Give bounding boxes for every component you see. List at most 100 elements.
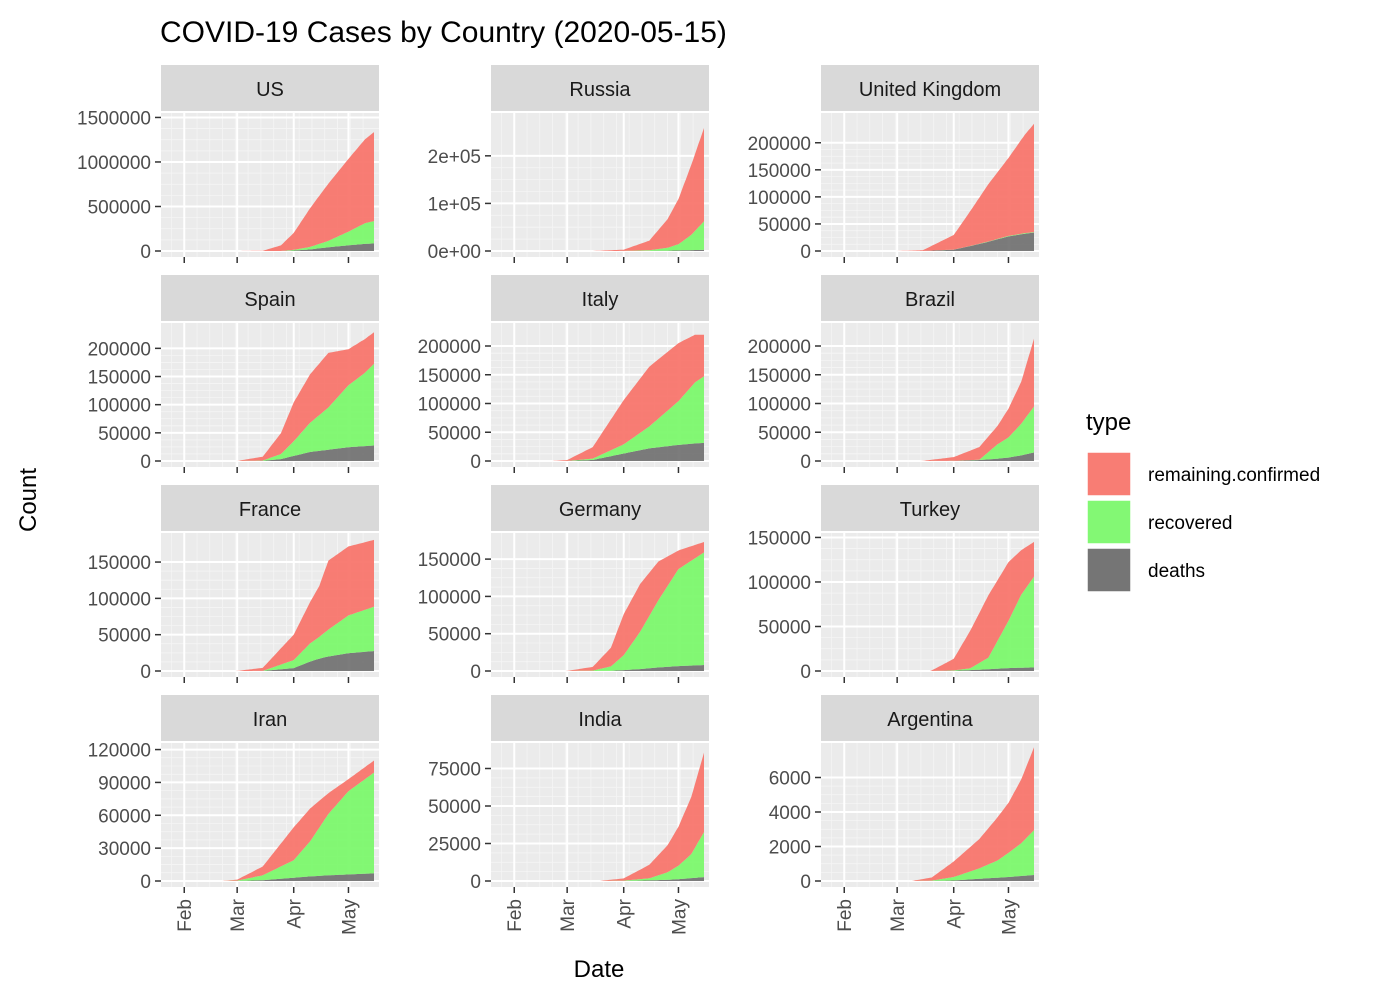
y-tick-label: 100000 [418,587,481,608]
panel-strip [491,65,709,111]
x-axis [513,467,680,473]
area-deaths [917,452,1034,461]
x-tick-label: Mar [558,898,579,931]
x-axis [183,467,350,473]
y-tick-label: 120000 [88,741,151,762]
x-tick-label: Feb [175,899,196,932]
legend-key [1086,547,1132,593]
y-tick-label: 50000 [428,423,481,444]
panel-strip-label: Turkey [900,499,960,521]
legend: type remaining.confirmed recovered deaths [1086,409,1320,593]
y-tick-label: 0 [140,242,151,263]
x-tick-label: Feb [835,899,856,932]
legend-label: remaining.confirmed [1148,465,1320,486]
y-tick-label: 50000 [758,215,811,236]
legend-label: recovered [1148,513,1233,534]
area-deaths [926,667,1034,671]
panel-strip-label: United Kingdom [859,79,1001,101]
y-tick-label: 100000 [748,395,811,416]
legend-title: type [1086,409,1131,436]
panel-strip [161,65,379,111]
x-tick-label: Feb [505,899,526,932]
area-remaining-confirmed [561,542,704,671]
area-deaths [217,873,374,881]
y-tick-label: 200000 [88,339,151,360]
panel-strip-label: Russia [569,79,631,101]
panel-strip-label: France [239,499,301,521]
legend-label: deaths [1148,561,1205,582]
y-tick-label: 100000 [748,573,811,594]
area-recovered [926,576,1034,671]
area-deaths [908,875,1034,881]
y-axis: 0 50000 100000 150000 200000 [748,134,821,263]
x-tick-label: May [669,899,690,935]
y-tick-label: 100000 [88,396,151,417]
area-remaining-confirmed [231,132,374,251]
y-tick-label: 500000 [88,197,151,218]
y-axis: 0 50000 100000 150000 200000 [418,337,491,473]
y-axis-title: Count [15,468,42,532]
panel-strip-label: US [256,79,284,101]
panel-strip-label: Spain [244,289,295,311]
area-recovered [231,606,374,671]
y-tick-label: 200000 [748,134,811,155]
panel-germany: Germany 0 50000 100000 150000 [418,485,709,683]
area-remaining-confirmed [231,332,374,461]
panel-united-kingdom: United Kingdom 0 50000 100000 150000 200000 [748,65,1039,263]
y-tick-label: 90000 [98,773,151,794]
major-gridlines [491,113,709,257]
y-tick-label: 200000 [418,337,481,358]
y-tick-label: 150000 [748,528,811,549]
area-remaining-confirmed [908,747,1034,881]
y-tick-label: 200000 [748,337,811,358]
area-recovered [587,221,704,251]
area-deaths [561,665,704,671]
y-tick-label: 100000 [748,188,811,209]
area-recovered [908,830,1034,881]
panel-iran: Iran 0 30000 60000 90000 120000 Feb Mar Apr May [88,695,379,935]
y-tick-label: 0 [140,662,151,683]
panels: US050000010000001500000Russia0e+001e+052… [77,65,1039,935]
y-tick-label: 6000 [769,769,811,790]
area-remaining-confirmed [547,334,704,461]
area-deaths [231,243,374,251]
area-recovered [217,772,374,881]
panel-strip-label: India [578,709,622,731]
y-axis: 0 500000 1000000 1500000 [77,108,161,263]
x-axis [183,257,350,263]
y-tick-label: 50000 [98,424,151,445]
x-tick-label: Apr [615,898,636,928]
panel-russia: Russia 0e+00 1e+05 2e+05 [428,65,709,263]
area-recovered [231,221,374,251]
panel-strip [821,485,1039,531]
y-tick-label: 0 [800,872,811,893]
y-tick-label: 0 [800,452,811,473]
y-tick-label: 100000 [88,589,151,610]
panel-italy: Italy 0 50000 100000 150000 200000 [418,275,709,473]
minor-gridlines [491,743,709,887]
minor-gridlines [491,113,709,257]
y-axis: 0 50000 100000 150000 200000 [88,339,161,473]
y-tick-label: 2000 [769,838,811,859]
y-tick-label: 0 [470,452,481,473]
panel-argentina: Argentina 0 2000 4000 6000 Feb Mar Apr May [769,695,1039,935]
panel-turkey: Turkey 0 50000 100000 150000 [748,485,1039,683]
y-tick-label: 150000 [418,366,481,387]
panel-us: US 0 500000 1000000 1500000 [77,65,379,263]
area-remaining-confirmed [587,128,704,251]
y-axis: 0 50000 100000 150000 [748,528,821,683]
y-tick-label: 50000 [428,797,481,818]
y-tick-label: 50000 [98,626,151,647]
y-tick-label: 50000 [758,423,811,444]
panel-spain: Spain 0 50000 100000 150000 200000 [88,275,379,473]
panel-strip-label: Argentina [887,709,973,731]
y-axis: 0 50000 100000 150000 200000 [748,337,821,473]
panel-strip [821,275,1039,321]
y-tick-label: 150000 [418,550,481,571]
area-deaths [891,232,1034,251]
panel-strip [821,695,1039,741]
x-axis [513,257,680,263]
y-axis: 0 25000 50000 75000 [428,760,491,893]
y-tick-label: 150000 [88,553,151,574]
